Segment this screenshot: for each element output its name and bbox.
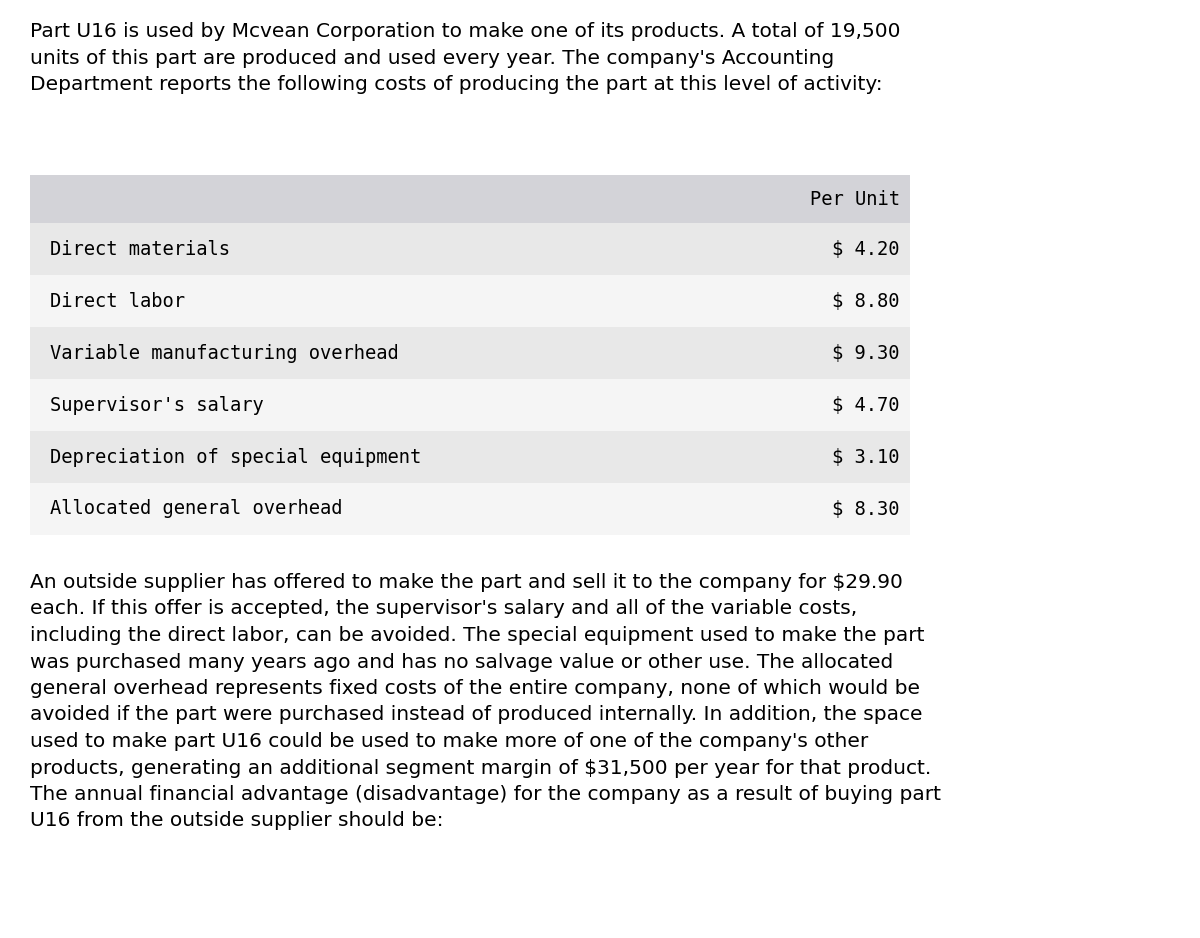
Text: $ 8.80: $ 8.80 (833, 292, 900, 310)
Text: Depreciation of special equipment: Depreciation of special equipment (50, 447, 421, 466)
Bar (30, 275, 910, 327)
Text: Part U16 is used by Mcvean Corporation to make one of its products. A total of 1: Part U16 is used by Mcvean Corporation t… (30, 22, 900, 94)
Bar (30, 327, 910, 379)
Text: $ 8.30: $ 8.30 (833, 500, 900, 519)
Text: Direct labor: Direct labor (50, 292, 185, 310)
Text: An outside supplier has offered to make the part and sell it to the company for : An outside supplier has offered to make … (30, 573, 941, 830)
Bar (30, 431, 910, 483)
Text: Supervisor's salary: Supervisor's salary (50, 396, 264, 415)
Text: $ 9.30: $ 9.30 (833, 343, 900, 362)
Text: $ 4.70: $ 4.70 (833, 396, 900, 415)
Text: Direct materials: Direct materials (50, 239, 230, 259)
Bar (30, 483, 910, 535)
Bar (30, 175, 910, 223)
Text: Per Unit: Per Unit (810, 189, 900, 208)
Text: $ 3.10: $ 3.10 (833, 447, 900, 466)
Text: $ 4.20: $ 4.20 (833, 239, 900, 259)
Bar (30, 379, 910, 431)
Bar (30, 223, 910, 275)
Text: Variable manufacturing overhead: Variable manufacturing overhead (50, 343, 398, 362)
Text: Allocated general overhead: Allocated general overhead (50, 500, 342, 519)
